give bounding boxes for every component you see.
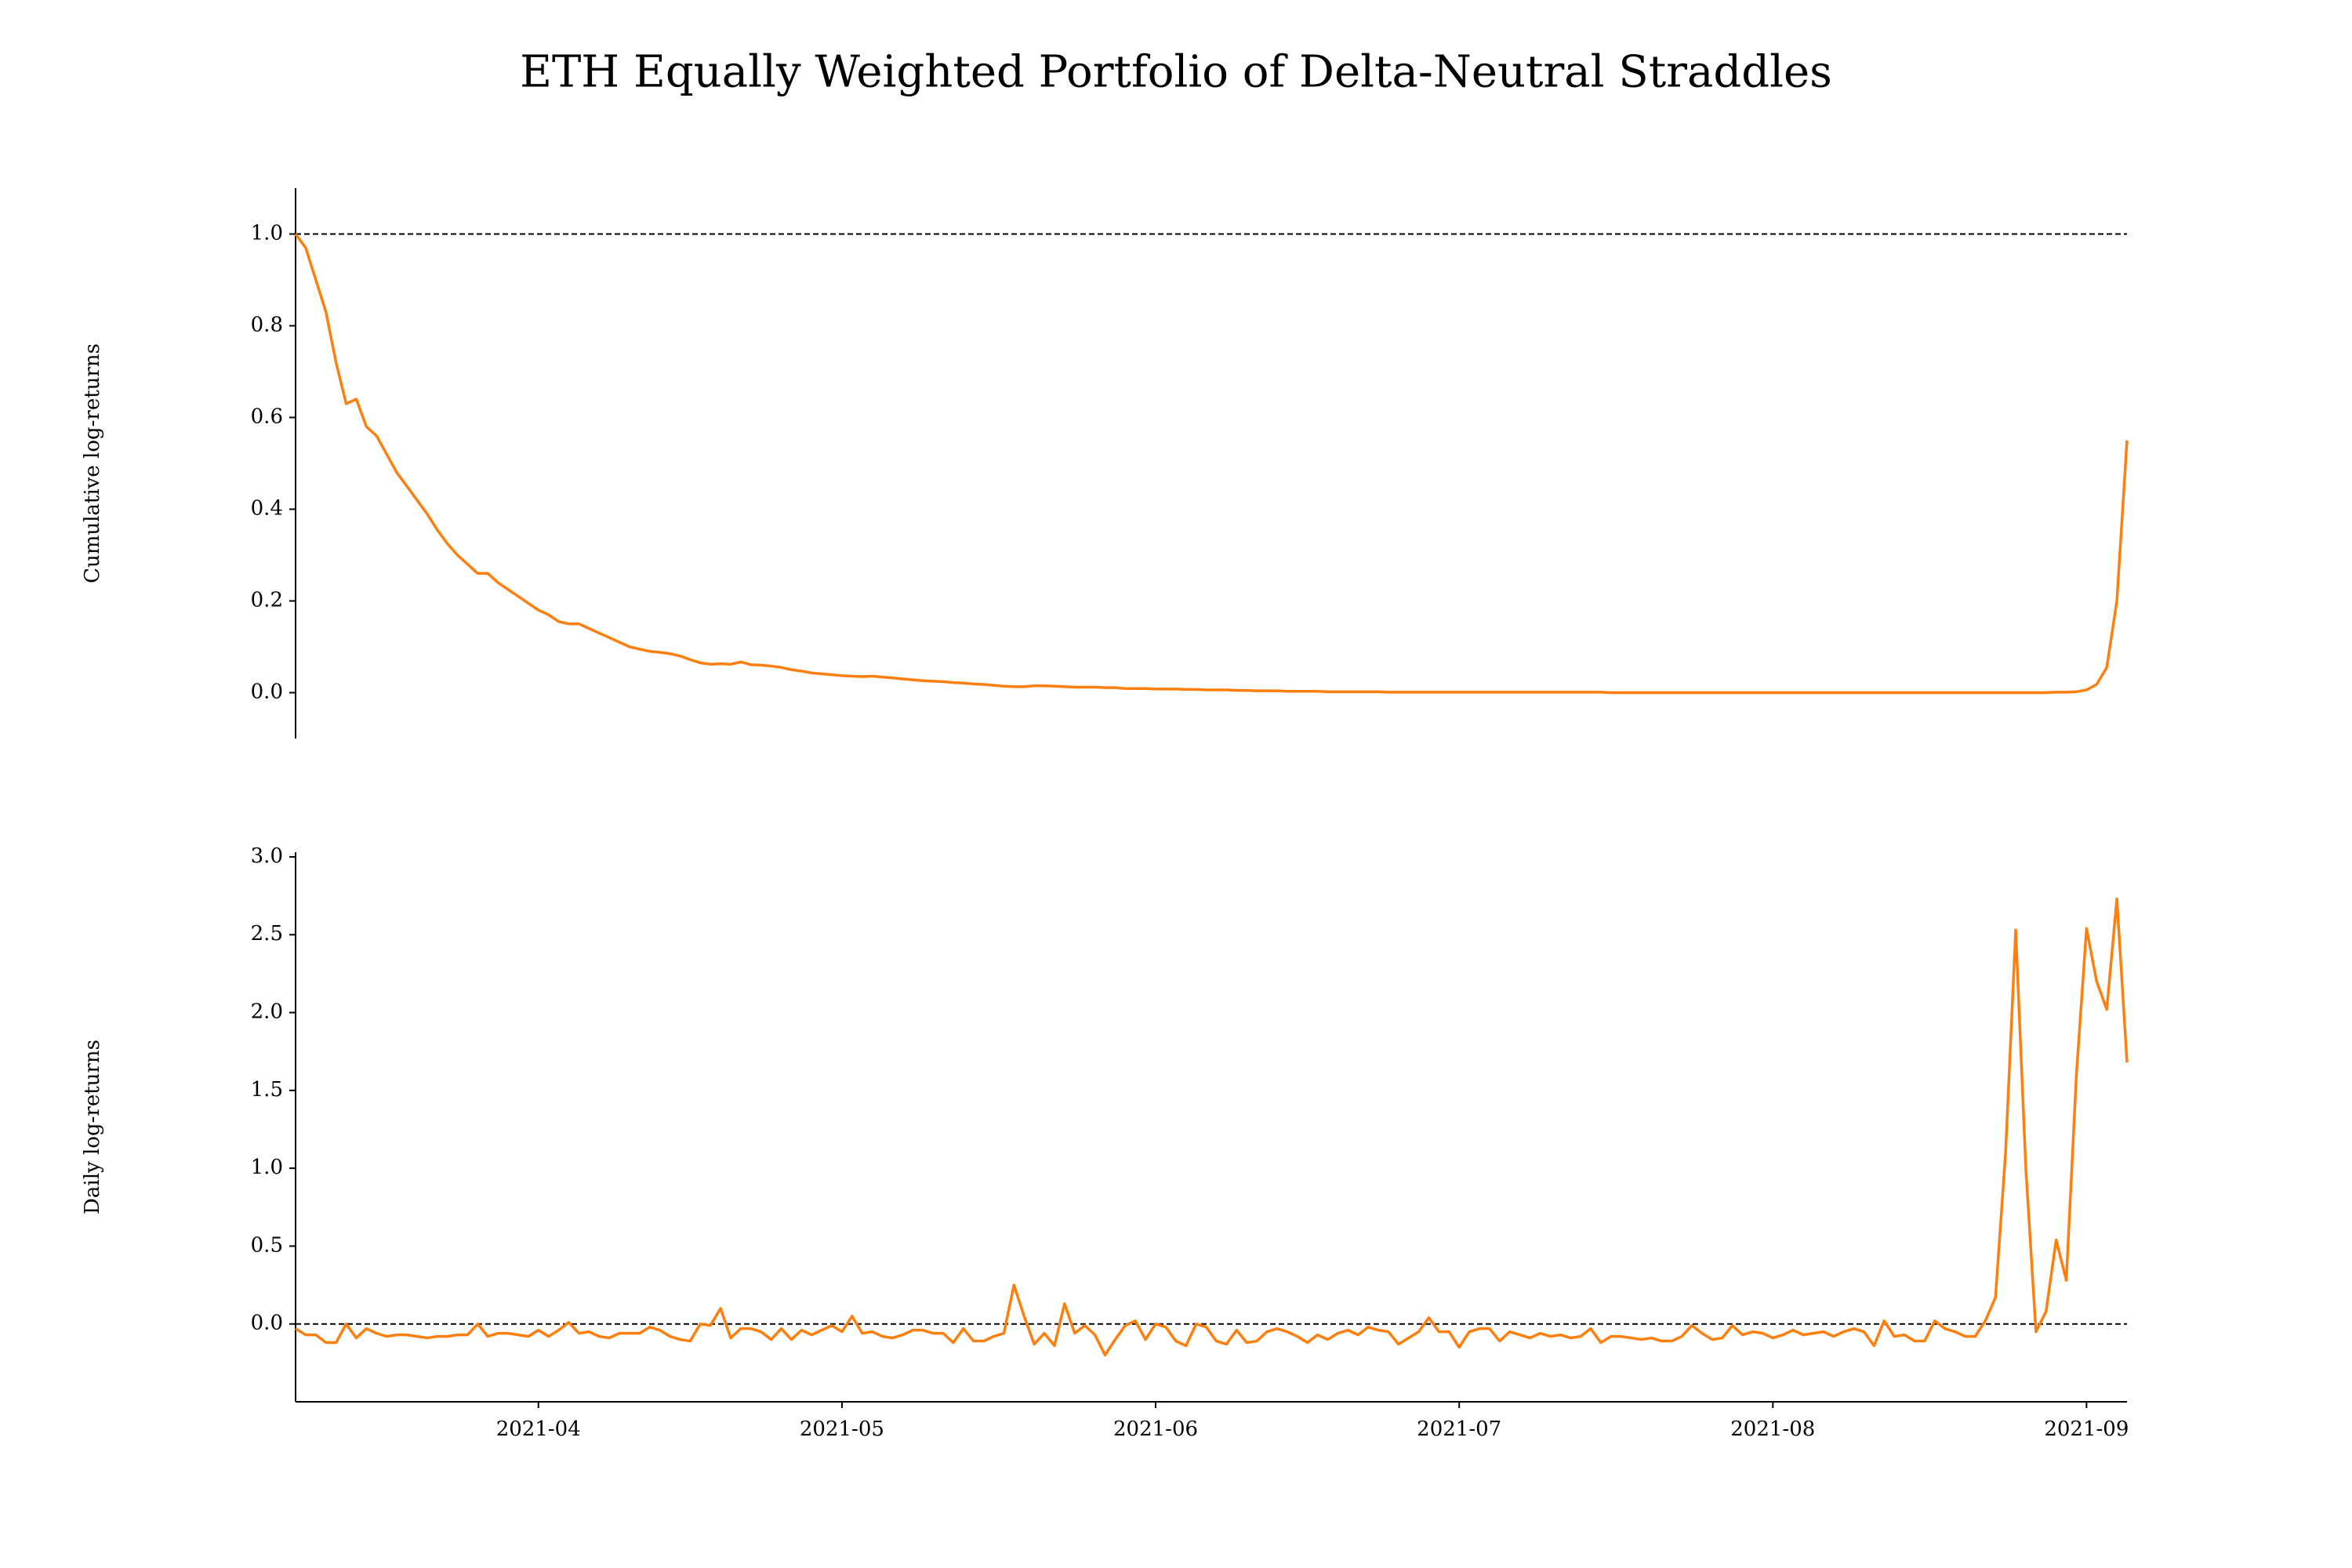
y-tick-label: 0.0: [251, 1312, 283, 1335]
y-tick-label: 0.8: [251, 314, 283, 337]
x-tick-label: 2021-09: [2044, 1417, 2129, 1441]
y-tick-label: 2.0: [251, 1000, 283, 1024]
y-tick-label: 0.2: [251, 589, 283, 612]
y-tick-label: 0.0: [251, 681, 283, 704]
y-tick-label: 0.4: [251, 497, 283, 521]
y-tick-label: 3.0: [251, 844, 283, 868]
y-tick-label: 0.6: [251, 405, 283, 429]
chart-title: ETH Equally Weighted Portfolio of Delta-…: [520, 47, 1832, 98]
y-tick-label: 2.5: [251, 922, 283, 946]
x-tick-label: 2021-04: [496, 1417, 581, 1441]
y-tick-label: 1.5: [251, 1078, 283, 1102]
y-tick-label: 0.5: [251, 1233, 283, 1257]
data-line: [295, 897, 2129, 1357]
y-tick-label: 1.0: [251, 1156, 283, 1179]
y-axis-label: Cumulative log-returns: [81, 343, 104, 583]
x-tick-label: 2021-06: [1113, 1417, 1198, 1441]
data-line: [294, 233, 2129, 695]
x-tick-label: 2021-07: [1417, 1417, 1501, 1441]
x-tick-label: 2021-08: [1730, 1417, 1815, 1441]
y-tick-label: 1.0: [251, 222, 283, 245]
y-axis-label: Daily log-returns: [81, 1040, 104, 1214]
x-tick-label: 2021-05: [800, 1417, 884, 1441]
